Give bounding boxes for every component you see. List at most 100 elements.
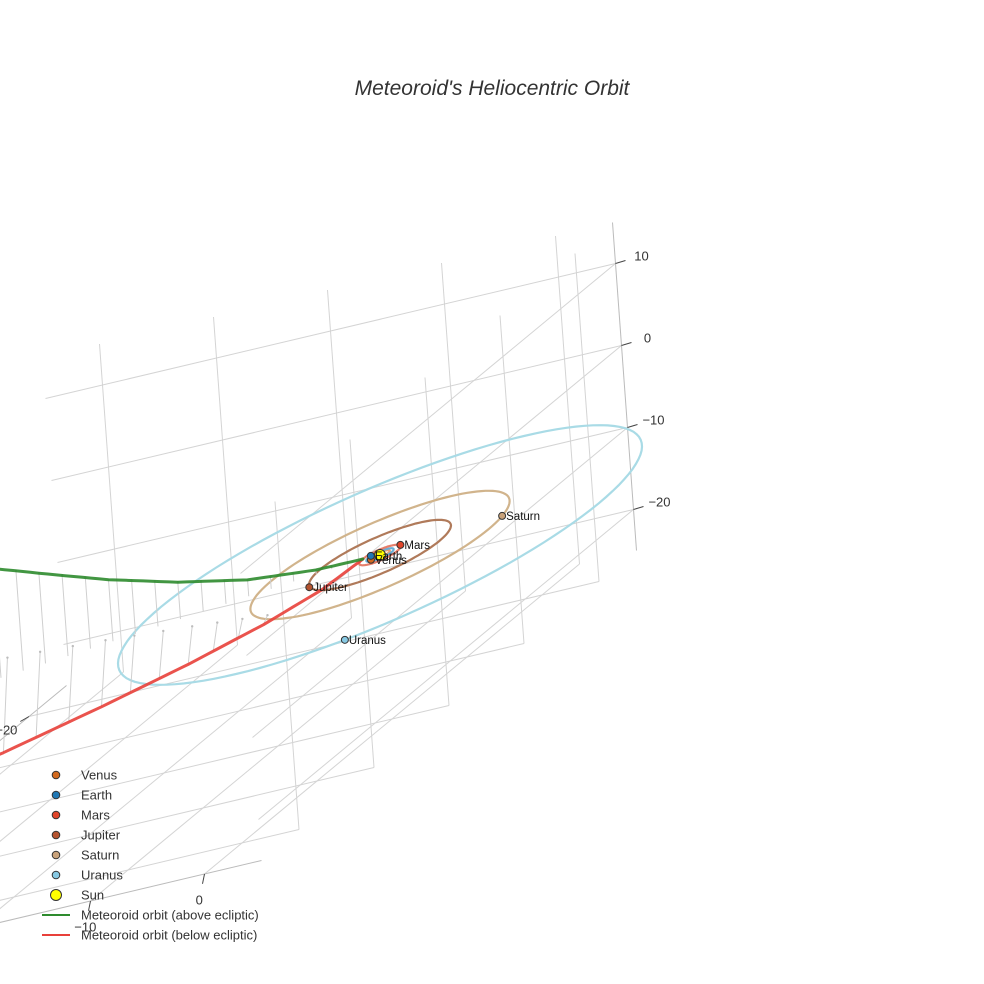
floor-grid-line bbox=[0, 643, 525, 769]
stem-line bbox=[237, 618, 243, 638]
wall-grid-line bbox=[252, 427, 628, 738]
stem-marker bbox=[162, 629, 165, 633]
legend-swatch-marker bbox=[50, 889, 62, 901]
y-tick-mark bbox=[88, 900, 91, 911]
floor-grid-line bbox=[204, 563, 580, 875]
floor-grid-line bbox=[0, 705, 450, 813]
stem-line bbox=[38, 573, 46, 664]
planet-label-venus: Venus bbox=[375, 555, 407, 567]
legend-item-label: Jupiter bbox=[81, 828, 121, 843]
meteoroid-orbit-below bbox=[0, 557, 365, 756]
orbit-saturn bbox=[249, 489, 511, 621]
z-tick-label: −20 bbox=[648, 495, 670, 510]
planet-earth bbox=[366, 551, 375, 560]
wall-grid-line bbox=[240, 263, 616, 574]
stem-line bbox=[100, 640, 106, 707]
floor-grid-line bbox=[0, 671, 124, 775]
legend-swatch-marker bbox=[51, 870, 61, 880]
x-tick-mark bbox=[20, 716, 30, 722]
planet-label-uranus: Uranus bbox=[349, 635, 386, 647]
planet-uranus bbox=[340, 635, 349, 644]
planet-label-jupiter: Jupiter bbox=[313, 582, 348, 594]
z-tick-mark bbox=[627, 424, 638, 428]
stem-marker bbox=[6, 656, 9, 659]
stem-marker bbox=[71, 644, 75, 648]
stem-line bbox=[154, 581, 159, 627]
z-tick-mark bbox=[615, 260, 626, 264]
stem-marker bbox=[266, 613, 269, 617]
legend-item-label: Venus bbox=[81, 768, 118, 783]
planet-label-mars: Mars bbox=[404, 540, 430, 552]
legend-item-label: Meteoroid orbit (above ecliptic) bbox=[81, 908, 259, 923]
legend-item-label: Saturn bbox=[81, 848, 119, 863]
orbit-uranus bbox=[116, 424, 644, 686]
stem-line bbox=[223, 580, 227, 604]
stem-line bbox=[108, 579, 114, 642]
stem-marker bbox=[133, 634, 136, 637]
stem-marker bbox=[38, 650, 42, 654]
legend-swatch-marker bbox=[51, 810, 61, 820]
stem-marker bbox=[241, 617, 244, 621]
wall-grid-line bbox=[574, 253, 600, 582]
stem-line bbox=[158, 630, 164, 679]
legend-swatch-marker bbox=[51, 790, 61, 800]
stem-marker bbox=[216, 621, 219, 624]
y-tick-label: 0 bbox=[196, 892, 203, 907]
wall-grid-line bbox=[499, 315, 525, 644]
z-tick-mark bbox=[633, 506, 644, 510]
stem-line bbox=[35, 651, 41, 738]
wall-grid-line bbox=[274, 501, 300, 830]
stem-line bbox=[200, 581, 204, 612]
legend-item-label: Meteoroid orbit (below ecliptic) bbox=[81, 928, 257, 943]
wall-grid-line bbox=[63, 509, 634, 645]
planet-saturn bbox=[498, 511, 507, 520]
planet-jupiter bbox=[305, 583, 314, 592]
stem-line bbox=[61, 575, 69, 657]
planet-label-saturn: Saturn bbox=[506, 511, 540, 523]
legend-swatch-marker bbox=[51, 850, 61, 860]
stem-marker bbox=[190, 625, 194, 628]
stem-line bbox=[2, 657, 8, 753]
floor-grid-line bbox=[0, 644, 238, 842]
floor-grid-line bbox=[0, 829, 300, 901]
wall-grid-line bbox=[213, 316, 238, 646]
legend-item-label: Earth bbox=[81, 788, 112, 803]
orbit-earth bbox=[365, 547, 395, 563]
stem-marker bbox=[104, 639, 107, 642]
stem-line bbox=[129, 635, 135, 693]
legend-item-label: Mars bbox=[81, 808, 110, 823]
y-tick-label: −10 bbox=[74, 919, 96, 934]
stem-line bbox=[269, 576, 272, 589]
floor-grid-line bbox=[90, 590, 466, 902]
wall-grid-line bbox=[51, 345, 622, 481]
stem-line bbox=[247, 579, 250, 597]
wall-grid-line bbox=[258, 509, 634, 820]
stem-line bbox=[212, 622, 218, 652]
z-tick-label: −10 bbox=[642, 413, 664, 428]
z-axis-line bbox=[612, 222, 637, 551]
legend-swatch-marker bbox=[51, 770, 61, 780]
stem-line bbox=[68, 646, 74, 723]
wall-grid-line bbox=[441, 262, 466, 592]
stem-line bbox=[0, 657, 2, 678]
stem-line bbox=[15, 570, 24, 671]
z-tick-label: 10 bbox=[634, 249, 648, 264]
floor-grid-line bbox=[0, 617, 352, 910]
stem-line bbox=[177, 582, 181, 620]
chart-title: Meteoroid's Heliocentric Orbit bbox=[355, 77, 631, 100]
legend-item-label: Uranus bbox=[81, 868, 123, 883]
planet-mars bbox=[396, 540, 405, 549]
legend-item-label: Sun bbox=[81, 888, 104, 903]
wall-grid-line bbox=[99, 343, 124, 673]
stem-line bbox=[84, 577, 91, 649]
wall-grid-line bbox=[45, 263, 616, 399]
trajectory-layer bbox=[0, 557, 365, 756]
x-tick-label: −20 bbox=[0, 723, 17, 738]
stem-layer bbox=[0, 565, 333, 753]
z-tick-label: 0 bbox=[644, 331, 651, 346]
z-tick-mark bbox=[621, 342, 632, 346]
stem-line bbox=[187, 626, 193, 665]
